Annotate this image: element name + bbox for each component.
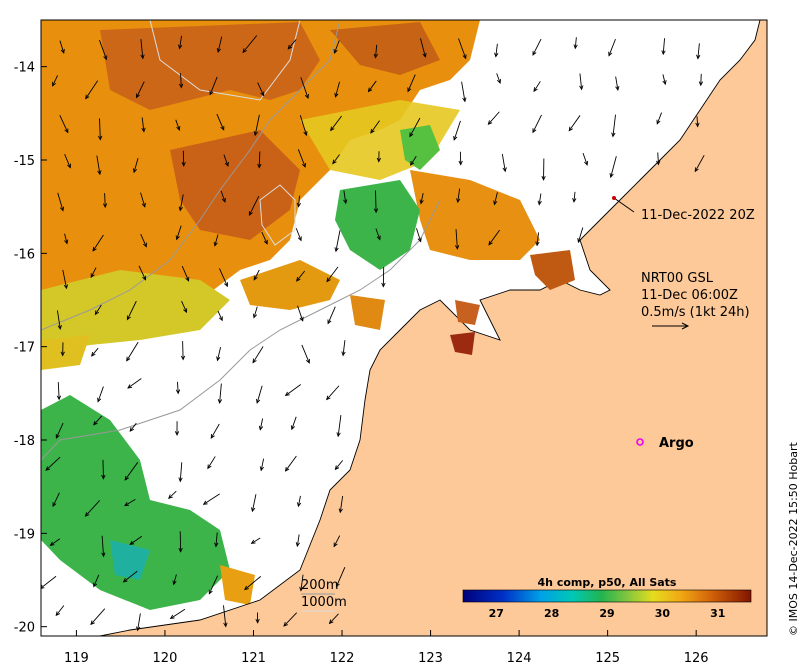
lat-tick-label: -16 <box>14 247 35 262</box>
plot-frame <box>40 19 768 637</box>
lon-tick-label: 123 <box>418 651 443 666</box>
plot-area <box>41 20 767 636</box>
axis-ticks: 119 120 121 122 123 124 125 126 -14 -15 -16 -17 -18 -… <box>14 61 709 666</box>
lon-tick-label: 126 <box>684 651 709 666</box>
colorbar-title: 4h comp, p50, All Sats <box>538 576 677 589</box>
contour-legend-200m: 200m <box>301 578 338 593</box>
argo-float-marker <box>636 438 644 446</box>
lon-tick-label: 121 <box>241 651 266 666</box>
lon-tick-label: 122 <box>330 651 355 666</box>
current-time-label: 11-Dec 06:00Z <box>641 288 738 303</box>
land <box>100 20 767 636</box>
current-scale-label: 0.5m/s (1kt 24h) <box>641 305 750 320</box>
lat-tick-label: -20 <box>14 621 35 636</box>
lon-tick-label: 124 <box>507 651 532 666</box>
colorbar-tick-label: 27 <box>489 607 504 620</box>
lon-tick-label: 120 <box>153 651 178 666</box>
lat-tick-label: -14 <box>14 61 35 76</box>
contour-legend-1000m: 1000m <box>301 595 347 610</box>
argo-timestamp-label: 11-Dec-2022 20Z <box>641 208 755 223</box>
colorbar-tick-label: 29 <box>599 607 614 620</box>
lat-tick-label: -18 <box>14 434 35 449</box>
lat-tick-label: -19 <box>14 527 35 542</box>
colorbar <box>462 589 752 603</box>
colorbar-tick-label: 31 <box>710 607 725 620</box>
sst-cool-patch <box>335 180 420 270</box>
colorbar-ticks: 27 28 29 30 31 <box>489 607 726 620</box>
current-product-label: NRT00 GSL <box>641 271 714 286</box>
lon-tick-label: 119 <box>64 651 89 666</box>
colorbar-tick-label: 30 <box>655 607 671 620</box>
colorbar-tick-label: 28 <box>544 607 559 620</box>
lat-tick-label: -15 <box>14 154 35 169</box>
lon-tick-label: 125 <box>595 651 620 666</box>
lat-tick-label: -17 <box>14 341 35 356</box>
contour-200m <box>41 20 341 331</box>
current-vector-field <box>41 35 705 632</box>
argo-label: Argo <box>659 436 694 451</box>
contour-1000m <box>149 20 301 101</box>
credit-label: © IMOS 14-Dec-2022 15:50 Hobart <box>787 441 800 636</box>
